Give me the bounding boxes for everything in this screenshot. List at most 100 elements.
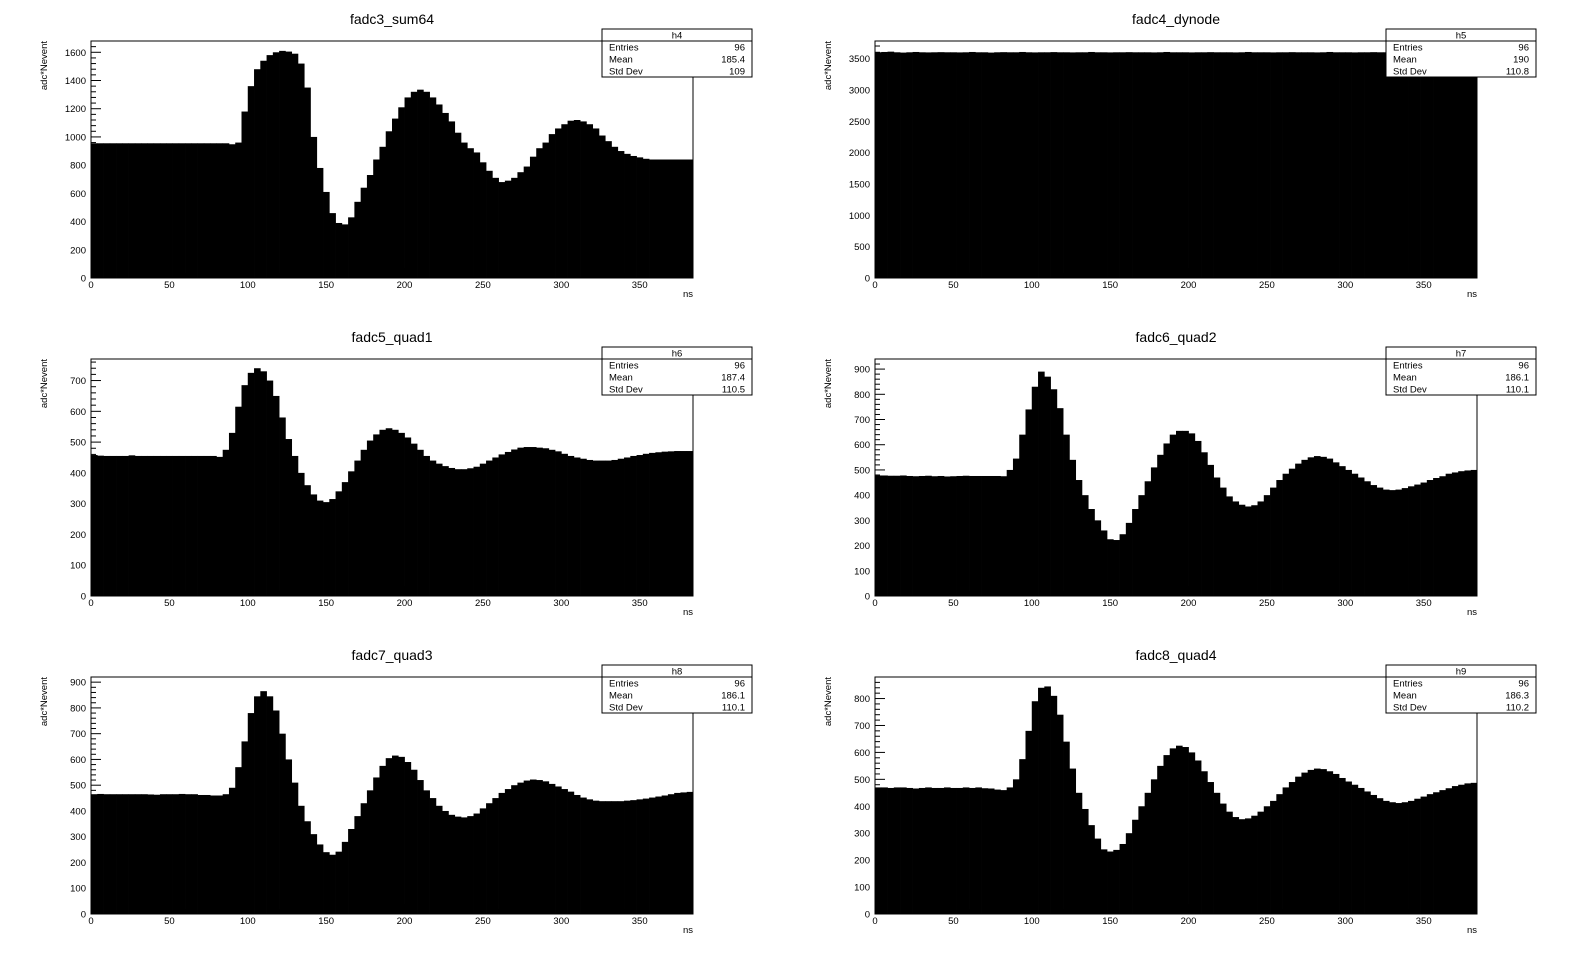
histogram-bar [504,451,512,596]
y-tick-label: 700 [854,415,870,426]
histogram-bar [486,803,493,914]
x-tick-label: 0 [88,598,93,609]
histogram-bar [981,52,989,278]
histogram-bar [925,475,932,596]
y-tick-label: 800 [854,390,870,401]
histogram-bar [479,463,487,596]
histogram-bar [341,841,349,914]
x-tick-label: 50 [164,280,175,291]
bar-series [875,686,1478,915]
histogram-bar [523,447,531,596]
histogram-bar [1006,469,1014,596]
histogram-bar [404,762,412,914]
histogram-bar [1320,52,1327,278]
x-axis: 0 50 100 150 200 250 300 350 [872,268,1472,291]
histogram-bar [1351,52,1359,278]
histogram-bar [159,455,167,596]
y-tick-label: 100 [70,884,86,895]
histogram-bar [517,172,525,278]
histogram-bar [1244,51,1252,278]
histogram-bar [1351,784,1359,914]
histogram-bar [912,51,920,278]
histogram-bar [1426,52,1434,278]
y-tick-label: 0 [865,274,870,285]
histogram-bar [674,159,681,278]
histogram-bar [1282,787,1290,914]
histogram-bar [335,851,343,914]
histogram-bar [893,52,901,278]
stats-label: Std Dev [1393,703,1427,714]
chart-title: fadc6_quad2 [1136,329,1217,345]
stats-label: Std Dev [1393,67,1427,78]
histogram-bar [366,440,374,596]
y-tick-label: 500 [854,465,870,476]
histogram-bar [504,180,512,278]
histogram-bar [178,455,186,596]
histogram-bar [1382,489,1390,596]
histogram-bar [304,821,311,914]
histogram-bar [1295,52,1302,278]
histogram-bar [1044,376,1051,596]
histogram-bar [366,175,374,278]
x-tick-label: 0 [88,280,93,291]
histogram-bar [969,787,976,914]
histogram-bar [1301,52,1309,278]
histogram-bar [1107,539,1114,596]
histogram-bar [686,451,694,596]
y-tick-label: 700 [854,721,870,732]
histogram-bar [1050,695,1058,914]
histogram-bar [423,455,430,596]
histogram-bar [680,451,688,596]
plot-frame [874,40,1478,279]
histogram-bar [97,793,104,914]
histogram-bar [630,455,637,596]
histogram-bar [636,157,644,278]
chart-title: fadc3_sum64 [350,11,434,27]
histogram-bar [1426,794,1434,914]
histogram-bar [1408,51,1415,278]
histogram-bar [987,788,995,914]
histogram-bar [1426,480,1434,596]
x-tick-label: 0 [88,916,93,927]
y-tick-label: 100 [854,566,870,577]
y-tick-label: 300 [70,499,86,510]
histogram-bar [354,460,361,596]
x-tick-label: 0 [872,916,877,927]
histogram-bar [1138,806,1145,914]
histogram-bar [1445,473,1453,596]
histogram-bar [1000,790,1008,914]
histogram-bar [297,805,305,914]
histogram-bar [1081,495,1089,596]
histogram-bar [542,448,550,596]
histogram-bar [454,469,462,596]
histogram-bar [1439,52,1446,278]
stats-label: Entries [1393,679,1423,690]
histogram-bar [536,447,543,596]
histogram-bar [567,791,575,914]
histogram-bar [642,798,650,914]
chart-title: fadc4_dynode [1132,11,1220,27]
histogram-bar [561,789,568,914]
histogram-bar [147,143,155,278]
histogram-bar [109,143,117,278]
histogram-bar [881,51,888,278]
histogram-bar [1401,488,1409,596]
histogram-bar [1238,504,1246,596]
histogram-bar [448,814,456,914]
histogram-bar [887,51,895,278]
histogram-bar [1288,52,1296,278]
histogram-bar [994,789,1001,914]
histogram-bar [1270,52,1277,278]
histogram-bar [467,816,474,914]
histogram-bar [1307,52,1315,278]
histogram-bar [1295,463,1302,596]
y-tick-label: 0 [865,592,870,603]
histogram-bar [460,817,468,914]
histogram-bar [1470,52,1478,278]
histogram-bar [567,455,575,596]
histogram-bar [925,52,932,278]
histogram-bar [410,91,418,278]
histogram-bar [950,476,957,596]
histogram-bar [1395,52,1403,278]
